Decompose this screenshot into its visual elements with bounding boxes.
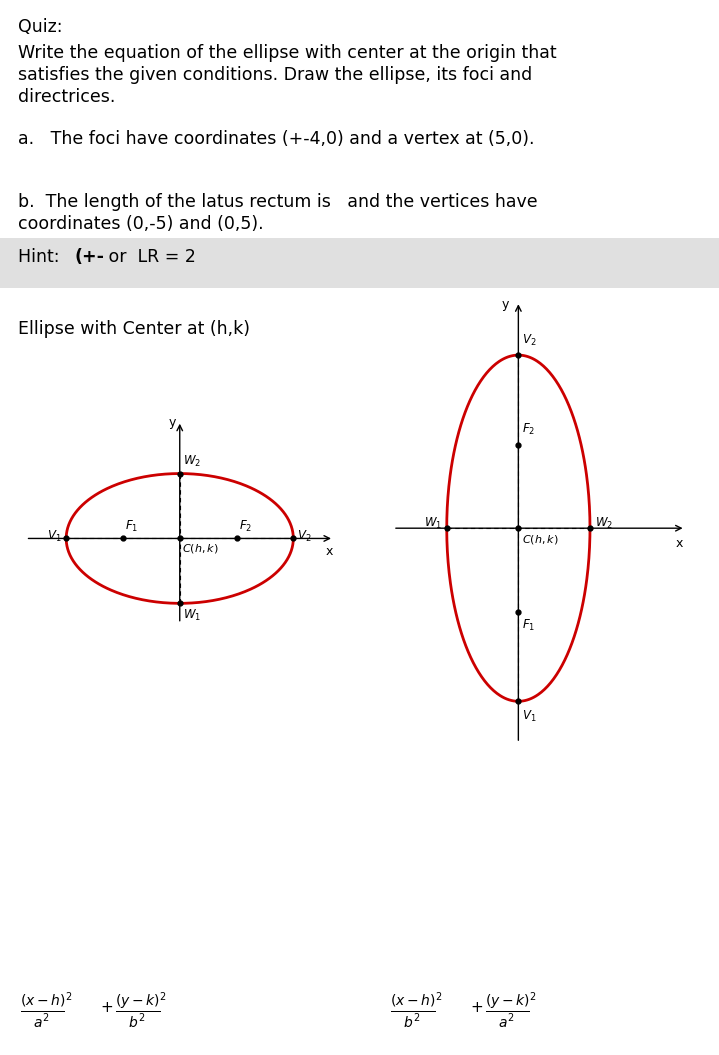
Text: coordinates (0,-5) and (0,5).: coordinates (0,-5) and (0,5).: [18, 215, 264, 233]
Text: $\overline{\quad a^2 \quad}$: $\overline{\quad a^2 \quad}$: [485, 1010, 530, 1031]
Text: $(x - h)^2$: $(x - h)^2$: [390, 990, 442, 1010]
Text: $(y - k)^2$: $(y - k)^2$: [485, 990, 536, 1012]
Text: (+-: (+-: [74, 248, 104, 266]
Text: $W_2$: $W_2$: [595, 516, 613, 531]
Text: $\overline{\quad b^2 \quad}$: $\overline{\quad b^2 \quad}$: [115, 1010, 160, 1031]
Text: $V_2$: $V_2$: [298, 529, 312, 544]
Text: x: x: [676, 537, 683, 550]
Text: Hint:: Hint:: [18, 248, 65, 266]
Text: $W_1$: $W_1$: [424, 516, 442, 531]
Text: $+$: $+$: [470, 1000, 483, 1015]
Text: $F_1$: $F_1$: [522, 618, 535, 633]
Text: y: y: [168, 417, 175, 429]
Text: directrices.: directrices.: [18, 88, 115, 106]
Text: $C(h, k)$: $C(h, k)$: [182, 541, 219, 555]
Text: $F_2$: $F_2$: [522, 422, 535, 438]
Text: $W_2$: $W_2$: [183, 454, 201, 468]
Text: Quiz:: Quiz:: [18, 18, 63, 36]
Text: $W_1$: $W_1$: [183, 609, 201, 624]
Text: $F_2$: $F_2$: [239, 518, 252, 534]
Text: $\overline{\quad a^2 \quad}$: $\overline{\quad a^2 \quad}$: [20, 1010, 65, 1031]
Text: $F_1$: $F_1$: [125, 518, 138, 534]
Text: b.  The length of the latus rectum is   and the vertices have: b. The length of the latus rectum is and…: [18, 193, 538, 211]
Text: $\overline{\quad b^2 \quad}$: $\overline{\quad b^2 \quad}$: [390, 1010, 436, 1031]
Text: $C(h, k)$: $C(h, k)$: [522, 533, 559, 546]
Text: a.   The foci have coordinates (+-4,0) and a vertex at (5,0).: a. The foci have coordinates (+-4,0) and…: [18, 130, 534, 148]
Text: $V_1$: $V_1$: [522, 709, 536, 724]
Text: $V_1$: $V_1$: [47, 529, 61, 544]
Text: $(y - k)^2$: $(y - k)^2$: [115, 990, 167, 1012]
Text: Ellipse with Center at (h,k): Ellipse with Center at (h,k): [18, 320, 250, 338]
Text: $V_2$: $V_2$: [522, 332, 536, 348]
Text: x: x: [326, 544, 334, 557]
Text: $(x - h)^2$: $(x - h)^2$: [20, 990, 72, 1010]
Text: Write the equation of the ellipse with center at the origin that: Write the equation of the ellipse with c…: [18, 44, 557, 62]
Bar: [0, 238, 719, 288]
Text: or  LR = 2: or LR = 2: [103, 248, 196, 266]
Text: satisfies the given conditions. Draw the ellipse, its foci and: satisfies the given conditions. Draw the…: [18, 66, 532, 84]
Text: $+$: $+$: [100, 1000, 113, 1015]
Text: y: y: [502, 298, 509, 311]
